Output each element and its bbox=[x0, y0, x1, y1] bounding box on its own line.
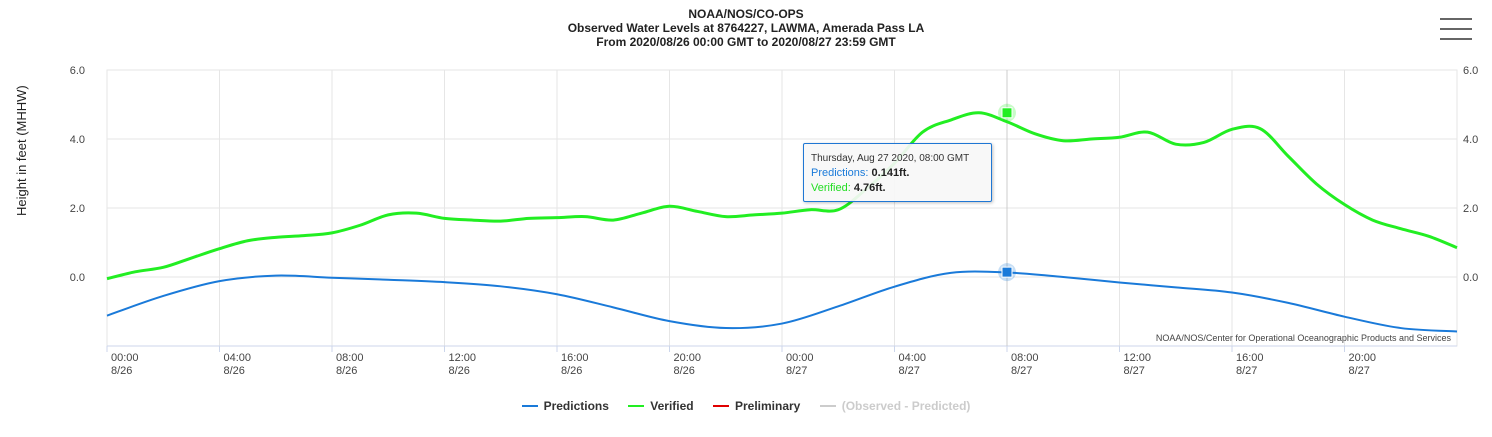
tooltip: Thursday, Aug 27 2020, 08:00 GMT Predict… bbox=[803, 143, 992, 202]
credit-text: NOAA/NOS/Center for Operational Oceanogr… bbox=[1155, 333, 1451, 343]
x-tick-label-time: 20:00 bbox=[1349, 352, 1377, 364]
tooltip-verified-value: 4.76ft. bbox=[853, 182, 886, 194]
x-tick-label-time: 04:00 bbox=[899, 352, 927, 364]
x-tick-label-date: 8/26 bbox=[336, 365, 357, 377]
tooltip-header: Thursday, Aug 27 2020, 08:00 GMT bbox=[811, 153, 970, 164]
legend-label: Predictions bbox=[543, 399, 609, 413]
menu-bar bbox=[1440, 18, 1472, 20]
x-tick-label-date: 8/27 bbox=[786, 365, 807, 377]
tooltip-verified-row: Verified: 4.76ft. bbox=[811, 181, 984, 196]
legend-item-predictions[interactable]: Predictions bbox=[521, 399, 609, 413]
legend-item-verified[interactable]: Verified bbox=[628, 399, 694, 413]
legend-swatch bbox=[521, 404, 538, 407]
y-tick-label-right: 4.0 bbox=[1463, 134, 1478, 146]
y-tick-label-left: 0.0 bbox=[70, 272, 85, 284]
x-tick-label-date: 8/27 bbox=[1349, 365, 1370, 377]
legend-item-observed-minus-predicted[interactable]: (Observed - Predicted) bbox=[819, 399, 971, 413]
hamburger-menu-icon[interactable] bbox=[1440, 18, 1472, 44]
y-tick-label-left: 6.0 bbox=[70, 65, 85, 77]
legend-label: (Observed - Predicted) bbox=[841, 399, 971, 413]
verified-marker bbox=[1001, 107, 1013, 119]
tooltip-predictions-label: Predictions: bbox=[811, 167, 872, 179]
menu-bar bbox=[1440, 28, 1472, 30]
x-tick-label-date: 8/27 bbox=[1124, 365, 1145, 377]
legend-label: Preliminary bbox=[734, 399, 801, 413]
x-tick-label-time: 16:00 bbox=[561, 352, 589, 364]
y-tick-label-left: 4.0 bbox=[70, 134, 85, 146]
chart-legend: Predictions Verified Preliminary (Observ… bbox=[0, 399, 1492, 413]
chart-date-range: From 2020/08/26 00:00 GMT to 2020/08/27 … bbox=[596, 35, 896, 49]
chart-title-block: NOAA/NOS/CO-OPS Observed Water Levels at… bbox=[0, 7, 1492, 49]
x-tick-label-date: 8/26 bbox=[111, 365, 132, 377]
x-tick-label-time: 12:00 bbox=[1124, 352, 1152, 364]
y-tick-label-right: 6.0 bbox=[1463, 65, 1478, 77]
tooltip-verified-label: Verified: bbox=[811, 182, 854, 194]
x-tick-label-time: 20:00 bbox=[674, 352, 702, 364]
tooltip-predictions-value: 0.141ft. bbox=[871, 167, 910, 179]
tooltip-predictions-row: Predictions: 0.141ft. bbox=[811, 166, 984, 181]
legend-swatch bbox=[712, 404, 729, 407]
y-tick-label-left: 2.0 bbox=[70, 203, 85, 215]
x-tick-label-time: 04:00 bbox=[224, 352, 252, 364]
x-tick-label-date: 8/27 bbox=[899, 365, 920, 377]
legend-swatch bbox=[628, 404, 645, 407]
x-tick-label-time: 00:00 bbox=[786, 352, 814, 364]
x-tick-label-time: 08:00 bbox=[336, 352, 364, 364]
y-tick-label-right: 0.0 bbox=[1463, 272, 1478, 284]
series-line-predictions bbox=[106, 270, 1458, 333]
x-tick-label-date: 8/26 bbox=[674, 365, 695, 377]
x-tick-label-time: 16:00 bbox=[1236, 352, 1264, 364]
x-tick-label-date: 8/27 bbox=[1236, 365, 1257, 377]
menu-bar bbox=[1440, 38, 1472, 40]
x-tick-label-date: 8/26 bbox=[224, 365, 245, 377]
x-tick-label-time: 00:00 bbox=[111, 352, 139, 364]
chart-subtitle: Observed Water Levels at 8764227, LAWMA,… bbox=[567, 21, 925, 35]
legend-item-preliminary[interactable]: Preliminary bbox=[712, 399, 801, 413]
x-tick-label-time: 12:00 bbox=[449, 352, 477, 364]
legend-swatch bbox=[819, 404, 836, 407]
x-tick-label-time: 08:00 bbox=[1011, 352, 1039, 364]
y-tick-label-right: 2.0 bbox=[1463, 203, 1478, 215]
x-tick-label-date: 8/27 bbox=[1011, 365, 1032, 377]
x-tick-label-date: 8/26 bbox=[449, 365, 470, 377]
chart-title: NOAA/NOS/CO-OPS bbox=[688, 7, 804, 21]
legend-label: Verified bbox=[650, 399, 694, 413]
series-line-verified bbox=[106, 111, 1458, 281]
predictions-marker bbox=[1001, 266, 1013, 278]
x-tick-label-date: 8/26 bbox=[561, 365, 582, 377]
